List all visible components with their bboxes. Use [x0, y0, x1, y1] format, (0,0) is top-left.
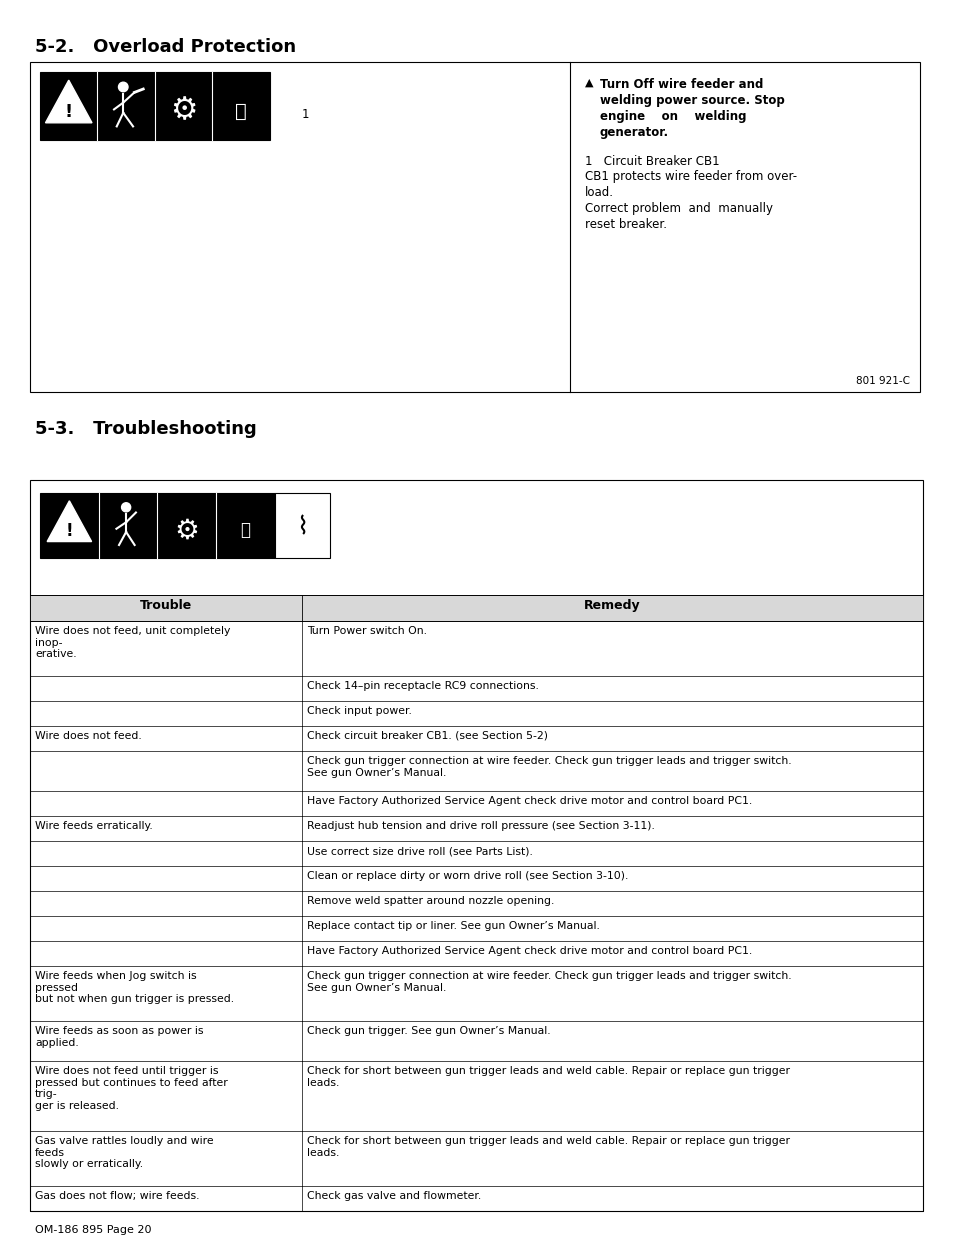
Bar	[157, 493, 216, 558]
Text: Turn Power switch On.: Turn Power switch On.	[307, 626, 427, 636]
Text: ⚙: ⚙	[170, 96, 197, 126]
Text: 1   Circuit Breaker CB1: 1 Circuit Breaker CB1	[584, 156, 719, 168]
Text: Remove weld spatter around nozzle opening.: Remove weld spatter around nozzle openin…	[307, 897, 554, 906]
Text: ⚙: ⚙	[174, 516, 199, 545]
Text: Clean or replace dirty or worn drive roll (see Section 3-10).: Clean or replace dirty or worn drive rol…	[307, 871, 628, 881]
Text: ⌇: ⌇	[296, 515, 309, 540]
Text: 1: 1	[301, 107, 309, 121]
Bar	[213, 72, 270, 140]
Text: Wire does not feed until trigger is
pressed but continues to feed after
trig-
ge: Wire does not feed until trigger is pres…	[35, 1066, 228, 1110]
Text: ▲: ▲	[584, 78, 593, 88]
Bar	[154, 72, 213, 140]
Bar	[30, 62, 919, 391]
Text: 801 921-C: 801 921-C	[855, 375, 909, 387]
Polygon shape	[46, 80, 91, 122]
Text: 🐾: 🐾	[240, 521, 251, 540]
Circle shape	[121, 503, 131, 511]
Text: Gas does not flow; wire feeds.: Gas does not flow; wire feeds.	[35, 1191, 199, 1200]
Text: CB1 protects wire feeder from over-
load.: CB1 protects wire feeder from over- load…	[584, 170, 797, 199]
Bar	[97, 72, 154, 140]
Text: !: !	[65, 103, 72, 121]
Text: OM-186 895 Page 20: OM-186 895 Page 20	[35, 1225, 152, 1235]
Bar	[30, 480, 923, 1212]
Polygon shape	[47, 501, 91, 542]
Bar	[30, 595, 923, 621]
Text: Wire feeds erratically.: Wire feeds erratically.	[35, 821, 152, 831]
Text: 5-2.   Overload Protection: 5-2. Overload Protection	[35, 38, 295, 56]
Text: Check circuit breaker CB1. (see Section 5-2): Check circuit breaker CB1. (see Section …	[307, 731, 548, 741]
Text: Trouble: Trouble	[140, 599, 193, 613]
Text: Correct problem  and  manually
reset breaker.: Correct problem and manually reset break…	[584, 203, 772, 231]
Text: Check for short between gun trigger leads and weld cable. Repair or replace gun : Check for short between gun trigger lead…	[307, 1066, 789, 1088]
Bar	[40, 72, 97, 140]
Text: 🐾: 🐾	[235, 101, 247, 121]
Text: Check gun trigger. See gun Owner’s Manual.: Check gun trigger. See gun Owner’s Manua…	[307, 1026, 551, 1036]
Text: Remedy: Remedy	[584, 599, 640, 613]
Text: Check for short between gun trigger leads and weld cable. Repair or replace gun : Check for short between gun trigger lead…	[307, 1136, 789, 1157]
Text: Wire feeds when Jog switch is
pressed
but not when gun trigger is pressed.: Wire feeds when Jog switch is pressed bu…	[35, 971, 233, 1004]
Text: Readjust hub tension and drive roll pressure (see Section 3-11).: Readjust hub tension and drive roll pres…	[307, 821, 655, 831]
Text: !: !	[66, 522, 73, 541]
Bar	[99, 493, 157, 558]
Text: Check gun trigger connection at wire feeder. Check gun trigger leads and trigger: Check gun trigger connection at wire fee…	[307, 756, 791, 778]
Text: Gas valve rattles loudly and wire
feeds
slowly or erratically.: Gas valve rattles loudly and wire feeds …	[35, 1136, 213, 1170]
Text: Have Factory Authorized Service Agent check drive motor and control board PC1.: Have Factory Authorized Service Agent ch…	[307, 797, 752, 806]
Text: 5-3.   Troubleshooting: 5-3. Troubleshooting	[35, 420, 256, 438]
Circle shape	[118, 83, 128, 91]
Bar	[40, 493, 99, 558]
Text: Wire feeds as soon as power is
applied.: Wire feeds as soon as power is applied.	[35, 1026, 203, 1047]
Text: Turn Off wire feeder and
welding power source. Stop
engine    on    welding
gene: Turn Off wire feeder and welding power s…	[599, 78, 784, 140]
Text: Wire does not feed, unit completely
inop-
erative.: Wire does not feed, unit completely inop…	[35, 626, 230, 659]
Text: Wire does not feed.: Wire does not feed.	[35, 731, 142, 741]
Text: Check gas valve and flowmeter.: Check gas valve and flowmeter.	[307, 1191, 481, 1200]
Bar	[274, 493, 330, 558]
Text: Use correct size drive roll (see Parts List).: Use correct size drive roll (see Parts L…	[307, 846, 533, 856]
Text: Check input power.: Check input power.	[307, 706, 412, 716]
Text: Replace contact tip or liner. See gun Owner’s Manual.: Replace contact tip or liner. See gun Ow…	[307, 921, 599, 931]
Bar	[216, 493, 274, 558]
Text: Check gun trigger connection at wire feeder. Check gun trigger leads and trigger: Check gun trigger connection at wire fee…	[307, 971, 791, 993]
Text: Check 14–pin receptacle RC9 connections.: Check 14–pin receptacle RC9 connections.	[307, 680, 538, 692]
Text: Have Factory Authorized Service Agent check drive motor and control board PC1.: Have Factory Authorized Service Agent ch…	[307, 946, 752, 956]
